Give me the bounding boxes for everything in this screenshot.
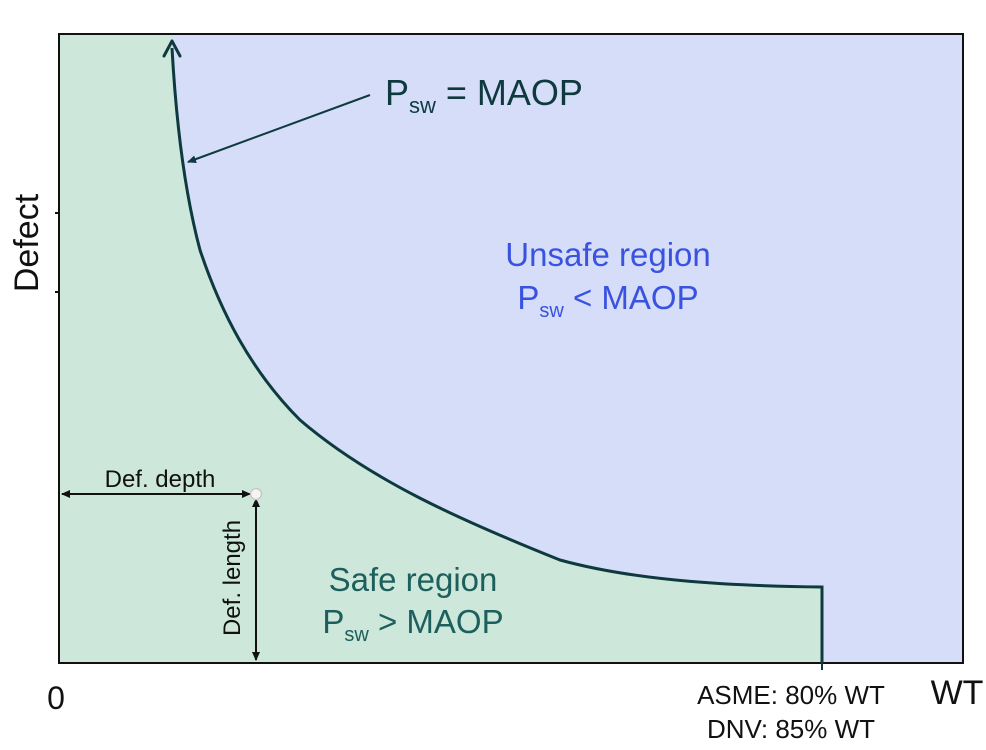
dnv-limit-label: DNV: 85% WT <box>707 714 875 744</box>
curve-label-pointer <box>187 94 371 163</box>
plot-frame <box>58 33 964 664</box>
limit-curve <box>170 47 824 663</box>
safe-region-area <box>59 34 822 663</box>
defect-point <box>249 487 263 501</box>
unsafe-region-title: Unsafe region <box>505 236 710 273</box>
curve-label: Psw = MAOP <box>385 72 583 118</box>
unsafe-region-condition: Psw < MAOP <box>517 279 698 322</box>
x-axis-label: WT <box>931 674 984 712</box>
depth-dimension-label: Def. depth <box>105 466 216 493</box>
safe-region-title: Safe region <box>329 561 498 598</box>
y-axis-label: Defect <box>8 193 46 292</box>
length-dimension-label: Def. length <box>219 520 246 636</box>
safe-region-condition: Psw > MAOP <box>322 603 503 646</box>
origin-label: 0 <box>47 680 65 716</box>
asme-limit-label: ASME: 80% WT <box>697 680 885 710</box>
curve-up-arrow <box>162 39 182 58</box>
